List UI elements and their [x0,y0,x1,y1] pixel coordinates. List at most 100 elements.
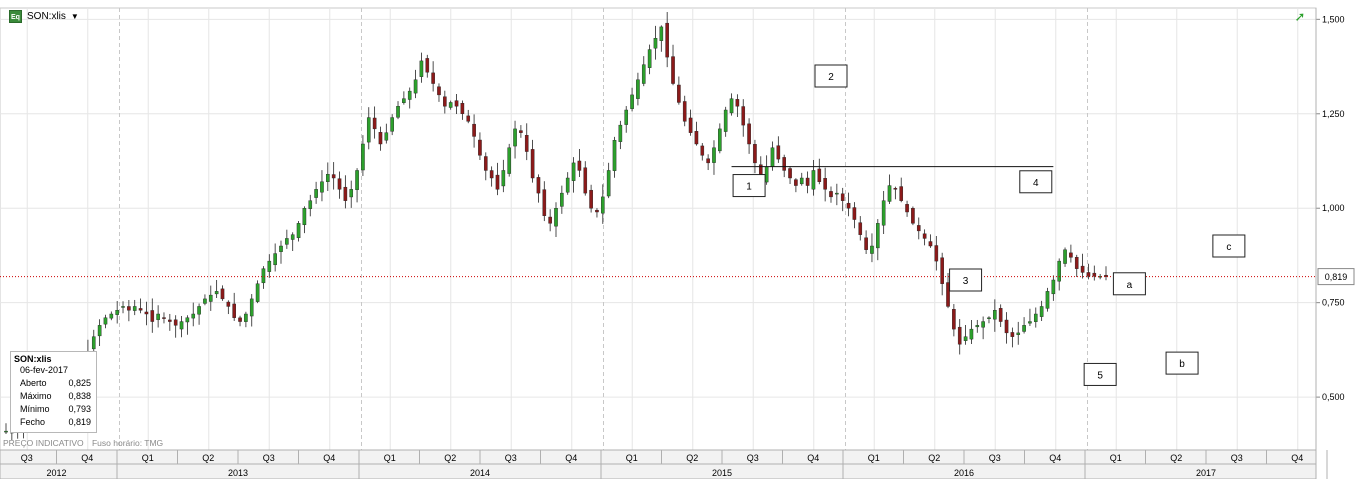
info-box-label: Aberto [20,378,47,388]
candle-body [969,328,974,340]
candle-body [197,306,201,315]
ticker-label[interactable]: SON:xlis [27,10,66,22]
quarter-label: Q3 [505,453,517,463]
candle-body [957,326,962,345]
candle-body [454,100,459,107]
candle-body [384,132,389,141]
candle-body [747,123,751,145]
candle-body [852,207,857,220]
candle-body [138,308,143,311]
candle-body [238,317,242,322]
candle-body [641,64,646,84]
quarter-label: Q3 [747,453,759,463]
candle-body [1028,321,1032,324]
candle-body [1063,249,1067,264]
candle-body [554,208,558,227]
candle-body [115,310,119,315]
wave-label: 2 [828,72,834,83]
y-tick-label: 0,750 [1322,298,1345,308]
year-axis-band [0,463,1317,480]
candle-body [308,200,313,209]
eq-icon[interactable]: Eq [9,9,22,23]
candle-body [349,189,354,198]
candle-body [1045,291,1050,309]
candle-body [220,288,225,300]
candle-body [811,170,816,190]
candle-body [302,208,307,226]
y-tick-label: 1,500 [1322,14,1345,24]
candle-body [185,317,190,323]
candle-body [606,170,611,197]
candle-body [963,336,968,341]
candle-body [290,234,295,240]
candle-body [431,72,435,84]
candle-body [150,310,155,322]
wave-label-box [1083,362,1117,386]
candle-body [916,225,921,232]
footer-note: PREÇO INDICATIVO Fuso horário: TMG [3,438,163,448]
quarter-label: Q3 [1231,453,1243,463]
candle-body [653,38,658,49]
candle-body [378,132,383,145]
candle-body [928,241,933,247]
quarter-label: Q2 [202,453,214,463]
candle-body [782,157,786,171]
candle-body [805,177,810,186]
candle-body [495,174,500,190]
candle-body [513,128,517,147]
candle-body [729,98,734,114]
candle-body [203,298,207,304]
candle-body [261,268,266,284]
candles-group [4,12,1108,441]
last-price-label: 0,819 [1325,272,1348,282]
candle-body [899,186,904,201]
candle-body [296,223,301,239]
candle-body [1057,260,1061,282]
candle-body [682,101,687,122]
candle-body [326,174,330,182]
info-box-date: 06-fev-2017 [20,365,69,375]
candle-body [255,283,260,302]
candle-body [940,257,944,284]
timezone-label: Fuso horário: TMG [91,438,164,448]
chevron-down-icon[interactable]: ▼ [70,11,79,21]
info-box-row-high: Máximo 0,838 [14,390,93,403]
candle-body [519,130,523,133]
candle-body [753,144,757,164]
wave-label: 5 [1097,370,1103,381]
wave-label: 1 [746,182,752,193]
candle-body [472,123,476,137]
candle-body [109,313,114,319]
candle-body [823,178,827,190]
candle-body [483,156,488,171]
candle-body [1039,306,1044,317]
candle-body [173,319,178,326]
candle-body [548,216,552,224]
year-label: 2012 [46,468,66,478]
candle-body [636,79,640,99]
trend-up-icon[interactable]: ➚ [1294,9,1306,24]
candle-body [630,94,634,109]
candle-body [320,181,324,193]
candle-body [244,313,248,322]
info-box-label: Fecho [20,417,46,427]
candle-body [226,301,231,307]
candle-body [618,124,623,142]
candle-body [448,102,453,108]
candle-body [507,147,511,174]
candle-body [601,196,605,214]
candle-body [770,147,775,167]
candle-body [361,143,365,171]
candle-body [407,90,412,100]
quarter-label: Q1 [142,453,154,463]
candle-body [595,209,599,213]
candle-body [1092,272,1097,277]
candle-body [817,168,822,182]
candle-body [735,99,740,107]
quarter-label: Q1 [384,453,396,463]
candle-body [694,131,699,145]
quarter-label: Q2 [686,453,698,463]
candle-body [97,325,102,337]
candle-body [144,311,149,315]
